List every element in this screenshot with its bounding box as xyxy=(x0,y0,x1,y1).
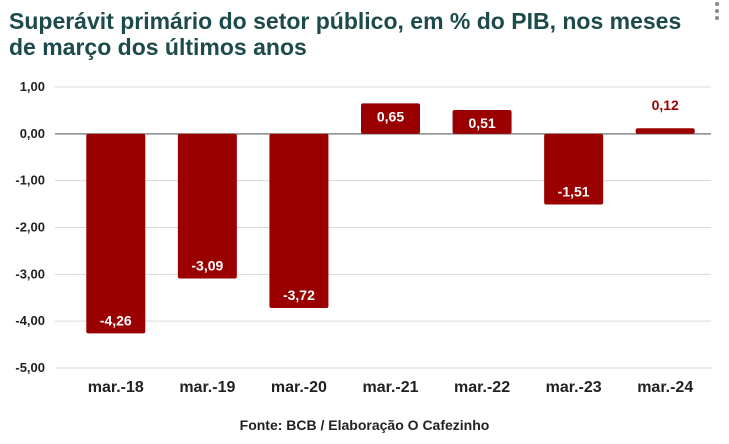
x-tick-label: mar.-22 xyxy=(454,379,510,396)
bar xyxy=(635,128,695,134)
x-tick-label: mar.-24 xyxy=(637,379,693,396)
y-tick-label: -4,00 xyxy=(15,313,45,328)
bar-chart: 1,00 0,00 -1,00 -2,00 -3,00 -4,00 -5,00 -4,26 ma… xyxy=(15,79,711,396)
x-tick-label: mar.-23 xyxy=(546,379,602,396)
source-note: Fonte: BCB / Elaboração O Cafezinho xyxy=(239,417,490,433)
y-tick-label: -3,00 xyxy=(15,266,45,281)
data-label: -4,26 xyxy=(100,312,132,328)
bar xyxy=(177,133,237,279)
x-tick-label: mar.-21 xyxy=(362,379,418,396)
x-tick-label: mar.-18 xyxy=(88,379,144,396)
menu-dot xyxy=(715,9,719,13)
y-tick-label: -2,00 xyxy=(15,220,45,235)
menu-dot xyxy=(715,16,719,20)
bar xyxy=(269,133,329,309)
chart-title: Superávit primário do setor público, em … xyxy=(9,8,682,60)
bar xyxy=(544,133,604,205)
menu-dot xyxy=(715,2,719,6)
bar xyxy=(452,109,512,134)
data-label: 0,65 xyxy=(377,108,404,124)
bar xyxy=(361,103,420,134)
more-vertical-icon[interactable] xyxy=(708,0,726,22)
data-label: -3,72 xyxy=(283,287,315,303)
data-label: 0,12 xyxy=(652,97,679,113)
y-tick-label: -5,00 xyxy=(15,360,45,375)
data-label: 0,51 xyxy=(468,115,495,131)
y-tick-label: 0,00 xyxy=(20,126,45,141)
bar xyxy=(86,133,146,334)
data-label: -1,51 xyxy=(558,184,590,200)
x-tick-label: mar.-19 xyxy=(179,379,235,396)
x-tick-label: mar.-20 xyxy=(271,379,327,396)
y-tick-label: 1,00 xyxy=(20,79,45,94)
data-label: -3,09 xyxy=(191,258,223,274)
y-tick-label: -1,00 xyxy=(15,173,45,188)
